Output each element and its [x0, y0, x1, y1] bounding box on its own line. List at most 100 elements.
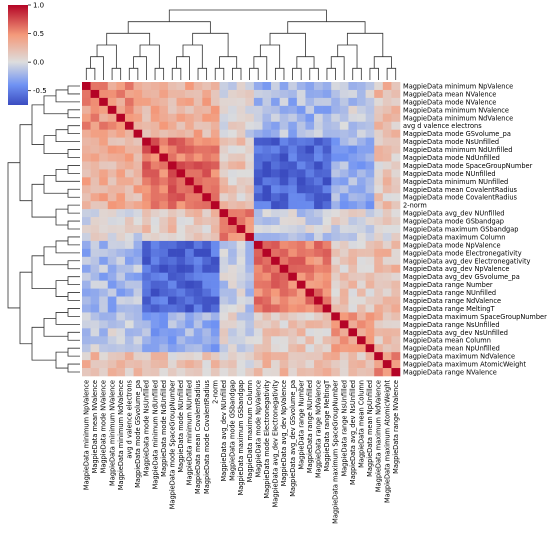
- heatmap-cell: [357, 185, 366, 194]
- heatmap-cell: [236, 145, 246, 154]
- column-label: MagpieData avg_dev Electronegativity: [272, 380, 280, 508]
- heatmap-cell: [107, 368, 117, 377]
- heatmap-cell: [253, 280, 263, 289]
- heatmap-cell: [253, 240, 263, 250]
- heatmap-cell: [210, 209, 220, 218]
- heatmap-cell: [262, 145, 272, 154]
- heatmap-cell: [150, 177, 160, 186]
- heatmap-cell: [271, 344, 280, 353]
- heatmap-cell: [357, 344, 366, 353]
- heatmap-cell: [193, 217, 203, 226]
- column-label: MagpieData maximum NdValence: [375, 380, 383, 492]
- heatmap-cell: [305, 137, 315, 146]
- heatmap-cell: [176, 121, 186, 130]
- row-label: MagpieData mode Electronegativity: [403, 249, 522, 257]
- heatmap-cell: [210, 296, 220, 305]
- heatmap-cell: [322, 272, 332, 281]
- heatmap-cell: [124, 328, 134, 337]
- heatmap-cell: [314, 121, 323, 130]
- heatmap-cell: [159, 288, 169, 297]
- heatmap-cell: [124, 105, 134, 115]
- heatmap-cell: [245, 352, 255, 361]
- heatmap-cell: [348, 304, 358, 313]
- heatmap-cell: [176, 320, 186, 329]
- dendrogram-link: [128, 67, 139, 80]
- heatmap-cell: [159, 272, 169, 281]
- dendrogram-link: [274, 67, 285, 80]
- heatmap-cell: [116, 201, 126, 210]
- heatmap-cell: [159, 129, 169, 138]
- row-label: MagpieData maximum GSbandgap: [403, 226, 518, 234]
- heatmap-cell: [142, 272, 152, 281]
- heatmap-cell: [245, 209, 255, 218]
- heatmap-cell: [176, 225, 186, 234]
- heatmap-cell: [279, 256, 289, 266]
- heatmap-cell: [271, 137, 280, 146]
- heatmap-cell: [142, 225, 152, 234]
- heatmap-cell: [314, 344, 323, 353]
- heatmap-cell: [391, 193, 401, 202]
- heatmap-cell: [236, 193, 246, 202]
- heatmap-cell: [82, 225, 91, 234]
- heatmap-cell: [314, 97, 323, 107]
- heatmap-cell: [279, 137, 289, 146]
- heatmap-cell: [374, 217, 384, 226]
- heatmap-cell: [365, 185, 375, 194]
- heatmap-cell: [82, 240, 91, 250]
- heatmap-cell: [142, 360, 152, 369]
- heatmap-cell: [116, 368, 126, 377]
- dendrogram-link: [67, 149, 80, 158]
- heatmap-cell: [202, 320, 212, 329]
- heatmap-cell: [133, 105, 143, 115]
- heatmap-cell: [142, 336, 152, 345]
- colorbar-ticks: 1.00.50.0-0.5: [28, 2, 47, 95]
- heatmap-cell: [279, 129, 289, 138]
- heatmap-cell: [210, 336, 220, 345]
- heatmap-cell: [296, 113, 306, 123]
- heatmap-cell: [245, 360, 255, 369]
- heatmap-cell: [382, 248, 392, 258]
- heatmap-cell: [228, 296, 237, 305]
- heatmap-cell: [348, 368, 358, 377]
- heatmap-cell: [176, 272, 186, 281]
- heatmap-cell: [99, 280, 109, 289]
- heatmap-cell: [82, 360, 91, 369]
- heatmap-cell: [219, 232, 229, 242]
- heatmap-cell: [228, 368, 237, 377]
- heatmap-cell: [314, 360, 323, 369]
- heatmap-cell: [142, 296, 152, 305]
- heatmap-cell: [296, 193, 306, 202]
- heatmap-cell: [296, 129, 306, 138]
- heatmap-cell: [167, 360, 177, 369]
- heatmap-cell: [202, 352, 212, 361]
- heatmap-cell: [374, 105, 384, 115]
- heatmap-cell: [331, 296, 341, 305]
- heatmap-cell: [99, 161, 109, 170]
- heatmap-cell: [365, 248, 375, 258]
- heatmap-cell: [271, 201, 280, 210]
- heatmap-cell: [228, 177, 237, 186]
- row-label: MagpieData minimum NpValence: [403, 82, 513, 90]
- heatmap-cell: [339, 137, 349, 146]
- column-label: MagpieData maximum GSbandgap: [237, 380, 245, 495]
- heatmap-cell: [176, 288, 186, 297]
- heatmap-cell: [253, 336, 263, 345]
- heatmap-cell: [228, 113, 237, 123]
- heatmap-cell: [82, 105, 91, 115]
- heatmap-cell: [150, 304, 160, 313]
- heatmap-cell: [107, 185, 117, 194]
- heatmap-cell: [331, 105, 341, 115]
- heatmap-cell: [99, 352, 109, 361]
- heatmap-cell: [210, 105, 220, 115]
- heatmap-cell: [228, 82, 237, 91]
- dendrogram-link: [309, 67, 319, 80]
- heatmap-cell: [133, 328, 143, 337]
- heatmap-cell: [124, 368, 134, 377]
- heatmap-cell: [245, 161, 255, 170]
- heatmap-cell: [82, 288, 91, 297]
- heatmap-cell: [296, 296, 306, 305]
- heatmap-cell: [150, 113, 160, 123]
- dendrogram-link: [219, 56, 238, 69]
- heatmap-cell: [382, 264, 392, 274]
- heatmap-cell: [253, 272, 263, 281]
